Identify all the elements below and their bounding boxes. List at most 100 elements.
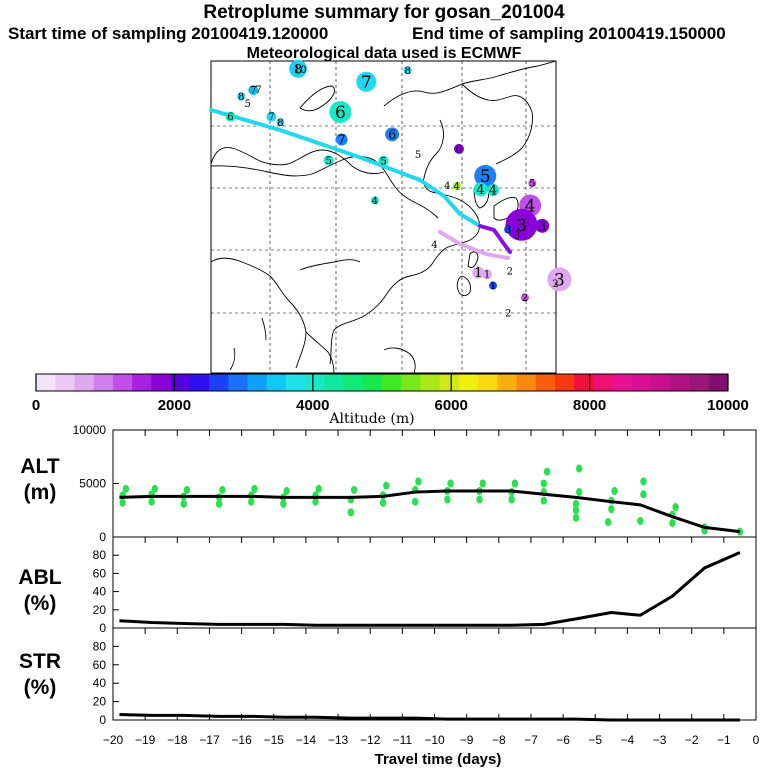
x-tick-label: −3: [653, 733, 667, 747]
map-marker: [528, 179, 537, 188]
coast-segment: [210, 147, 385, 175]
alt-data-point: [280, 499, 287, 508]
map-marker-label: 6: [456, 144, 462, 155]
x-tick-label: −5: [588, 733, 602, 747]
alt-data-point: [508, 495, 515, 504]
alt-data-point: [511, 479, 519, 488]
y-tick-label: 0: [99, 621, 106, 635]
map-marker: [335, 133, 348, 146]
map-marker: [403, 66, 412, 75]
y-tick-label: 80: [93, 639, 107, 653]
coastline: [210, 60, 557, 374]
colorbar-cell: [593, 374, 614, 391]
alt-data-point: [604, 518, 612, 527]
coast-segment: [261, 317, 267, 341]
map-marker-label: 8: [238, 92, 244, 103]
bottom-panels: 0 5000 10000 ALT (m) 0 20 40 60 80 ABL (%) 0 20 40 60…: [18, 423, 759, 768]
x-tick-label: −16: [231, 733, 252, 747]
alt-data-point: [572, 499, 580, 508]
map-marker: [276, 118, 285, 127]
map-marker-label: 7: [268, 112, 274, 123]
coast-segment: [383, 347, 416, 374]
colorbar-tick-label: 8000: [573, 397, 606, 414]
coast-segment: [329, 191, 481, 365]
map-marker: [520, 293, 529, 302]
plot-title: Retroplume summary for gosan_201004: [203, 2, 565, 23]
alt-data-point: [379, 498, 387, 507]
coast-segment: [210, 257, 307, 369]
x-tick-label: −4: [621, 733, 635, 747]
alt-data-point: [347, 508, 355, 517]
coast-segment: [423, 119, 444, 193]
x-tick-label: −6: [556, 733, 570, 747]
map-marker-label: 8: [277, 118, 283, 129]
alt-data-point: [180, 499, 187, 508]
alt-data-point: [672, 503, 679, 512]
coast-segment: [299, 259, 361, 271]
alt-data-point: [447, 479, 454, 488]
y-tick-label: 10000: [73, 423, 107, 437]
alt-mean-line: [119, 489, 741, 534]
map-marker: [370, 196, 379, 205]
colorbar-cell: [93, 374, 114, 391]
alt-data-point: [183, 485, 191, 494]
coast-segment: [383, 60, 557, 107]
colorbar-cell: [132, 374, 152, 391]
map-marker-label: 4: [444, 181, 450, 192]
colorbar-cell: [516, 374, 537, 391]
map-marker-label: 10: [294, 65, 307, 76]
map-marker: [504, 225, 513, 234]
y-tick-label: 5000: [79, 477, 106, 491]
map-marker-label: 8: [294, 62, 302, 77]
map-marker-label: 2: [505, 309, 511, 320]
alt-data-point: [572, 506, 580, 515]
map-marker-label: 2: [552, 279, 558, 290]
map-marker-label: 1: [484, 270, 490, 281]
coast-segment: [299, 85, 335, 112]
y-tick-label: 60: [93, 566, 107, 580]
colorbar-cell: [285, 374, 306, 391]
colorbar-tick-label: 6000: [435, 397, 468, 414]
plume-trail-pink: [438, 230, 510, 260]
alt-data-point: [611, 486, 618, 495]
map-marker-label: 5: [244, 99, 250, 110]
map-marker-label: 6: [335, 103, 346, 123]
colorbar-tick-label: 2000: [158, 397, 191, 414]
colorbar-cell: [324, 374, 344, 391]
x-tick-label: −9: [460, 733, 474, 747]
abl-line: [119, 551, 741, 627]
map-marker: [248, 85, 259, 96]
map-marker-label: 4: [431, 240, 437, 251]
str-panel: 0 20 40 60 80 STR (%): [19, 639, 740, 727]
colorbar-cell: [209, 374, 229, 391]
x-tick-label: −17: [199, 733, 220, 747]
x-tick-label: −18: [167, 733, 188, 747]
coast-segment: [461, 83, 533, 165]
altitude-colorbar: 0 2000 4000 6000 8000 10000 Altitude (m): [32, 373, 749, 427]
colorbar-cell: [170, 374, 191, 391]
alt-data-point: [312, 497, 319, 506]
map-marker-label: 8: [404, 66, 410, 77]
map-marker-label: 3: [538, 219, 546, 234]
colorbar-cell: [112, 374, 133, 391]
map-marker: [474, 164, 497, 187]
map-marker-label: 2: [522, 293, 528, 304]
met-data-label: Meteorological data used is ECMWF: [246, 45, 522, 62]
start-time-label: Start time of sampling 20100419.120000: [8, 24, 329, 43]
alt-data-point: [215, 499, 223, 508]
map-marker-label: 7: [255, 85, 261, 96]
alt-data-point: [575, 464, 583, 473]
colorbar-cell: [305, 374, 325, 391]
colorbar-cell: [651, 374, 671, 391]
alt-data-point: [640, 490, 647, 499]
x-tick-label: 0: [753, 733, 760, 747]
alt-data-point: [383, 481, 390, 490]
colorbar-ticks: 0 2000 4000 6000 8000 10000: [32, 374, 749, 414]
alt-data-point: [543, 467, 551, 476]
x-tick-label: −15: [264, 733, 285, 747]
y-tick-label: 40: [93, 585, 107, 599]
map-marker-label: 3: [554, 270, 565, 290]
